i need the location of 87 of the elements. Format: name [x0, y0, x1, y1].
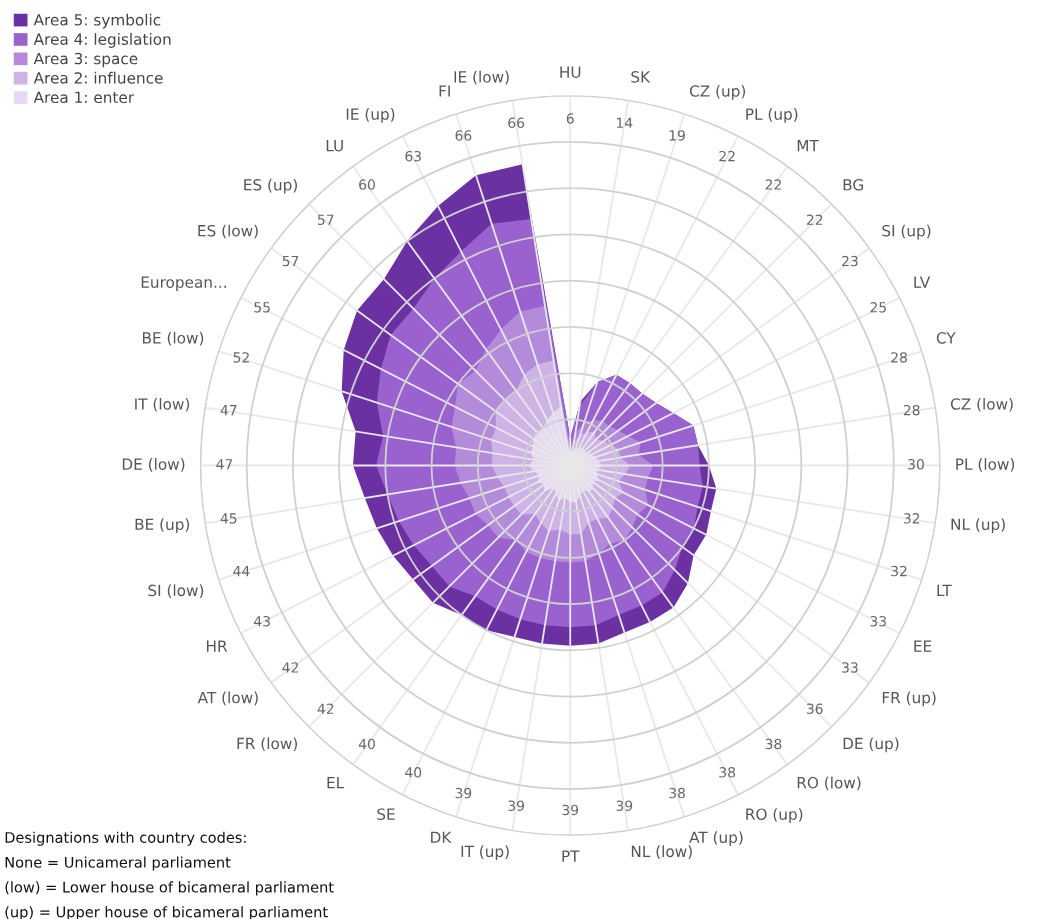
text: 23: [842, 255, 858, 267]
text: 42: [282, 662, 298, 673]
legend-label: Area 5: symbolic: [33, 13, 161, 29]
legend-label: Area 3: space: [33, 52, 138, 68]
spoke-label: HR: [206, 640, 228, 652]
spoke-label: CY: [936, 332, 956, 344]
text: 45: [220, 513, 237, 524]
spoke-label: NL (up): [951, 518, 1005, 534]
spoke-label: PT: [562, 850, 580, 862]
spoke-label: PL (low): [956, 458, 1015, 472]
spoke-label: FI: [439, 85, 450, 97]
text: 40: [358, 738, 375, 750]
text: 22: [719, 150, 735, 162]
spoke-label: CZ (up): [689, 84, 746, 100]
spoke-label: SI (up): [882, 224, 931, 240]
text: 33: [842, 662, 858, 673]
spoke-label: RO (low): [797, 776, 861, 791]
text: 30: [908, 459, 924, 470]
spoke-label: DE (up): [843, 737, 899, 753]
spoke-label: ES (up): [244, 178, 297, 194]
spoke-label: FR (up): [882, 691, 936, 707]
text: 44: [233, 566, 250, 577]
spoke-label: LU: [326, 140, 343, 152]
text: 63: [405, 150, 421, 162]
spoke-label: SI (low): [148, 584, 204, 598]
spoke-label: LT: [937, 584, 952, 596]
text: 40: [405, 767, 422, 778]
text: 22: [806, 214, 823, 225]
text: None = Unicameral parliament: [5, 856, 231, 871]
spoke-label: FR (low): [237, 737, 297, 752]
spoke-label: BE (low): [142, 331, 204, 346]
text: 47: [220, 405, 237, 416]
spoke-label: SE: [377, 808, 395, 820]
spoke-label: IT (up): [461, 845, 509, 861]
text: 36: [806, 703, 823, 714]
text: (low) = Lower house of bicameral parliament: [5, 881, 334, 896]
spoke-label: SK: [631, 71, 651, 83]
text: 39: [508, 800, 524, 811]
text: 66: [508, 117, 525, 129]
legend-label: Area 2: influence: [33, 71, 163, 84]
text: 60: [359, 179, 375, 190]
text: Designations with country codes:: [5, 831, 246, 846]
text: 28: [903, 404, 920, 416]
spoke-label: EL: [327, 777, 345, 789]
legend-label: Area 4: legislation: [33, 33, 171, 48]
spoke-label: HU: [560, 66, 581, 78]
spoke-label: NL (low): [631, 845, 692, 859]
spoke-label: PL (up): [746, 108, 798, 123]
text: 38: [765, 738, 782, 750]
text: 38: [669, 787, 685, 799]
spoke-label: DE (low): [122, 458, 185, 472]
text: 52: [233, 352, 249, 363]
text: 28: [891, 352, 907, 363]
spoke-label: IT (low): [135, 397, 190, 412]
spoke-label: EE: [914, 640, 932, 652]
text: 38: [719, 767, 736, 778]
text: 47: [216, 459, 233, 470]
text: 66: [455, 130, 472, 141]
spoke-label: DK: [431, 831, 452, 843]
spoke-label: European...: [141, 276, 226, 291]
spoke-label: CZ (low): [950, 397, 1013, 412]
spoke-label: IE (up): [346, 108, 395, 123]
text: 32: [903, 513, 920, 524]
text: 19: [669, 130, 685, 141]
text: 57: [317, 214, 334, 226]
spoke-label: BG: [843, 179, 863, 191]
text: 39: [562, 804, 579, 816]
spoke-label: ES (low): [198, 224, 258, 239]
text: 25: [870, 302, 886, 313]
text: 32: [891, 565, 907, 577]
text: 43: [254, 615, 270, 627]
spoke-label: LV: [914, 276, 931, 288]
text: 39: [616, 800, 633, 811]
text: 57: [282, 255, 299, 267]
legend-label: Area 1: enter: [33, 91, 135, 104]
spoke-label: RO (up): [746, 808, 803, 823]
text: 33: [870, 615, 887, 627]
spoke-label: BE (up): [135, 518, 190, 534]
spoke-label: IE (low): [454, 70, 509, 85]
text: 22: [765, 179, 781, 190]
spoke-label: AT (low): [197, 691, 258, 706]
text: 39: [455, 787, 472, 799]
text: 55: [254, 302, 270, 313]
text: 6: [566, 113, 574, 124]
text: 42: [317, 703, 334, 714]
text: 14: [617, 117, 633, 128]
spoke-label: MT: [797, 140, 819, 152]
